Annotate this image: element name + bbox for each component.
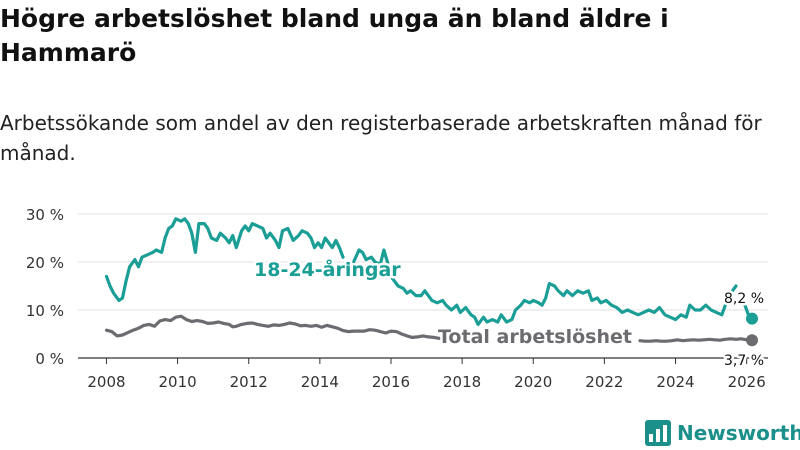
series-line-total [104,314,446,341]
x-tick-label: 2016 [372,373,410,391]
x-tick-label: 2012 [230,373,268,391]
x-tick-label: 2022 [585,373,623,391]
chart-subtitle: Arbetssökande som andel av den registerb… [0,111,762,165]
bar-chart-logo-icon [645,420,671,446]
series-label-young: 18-24-åringar [254,257,401,281]
y-tick-label: 30 % [26,206,64,224]
x-tick-label: 2014 [301,373,339,391]
series-lines [104,217,758,347]
y-tick-label: 10 % [26,302,64,320]
series-end-point-total [745,334,758,347]
series-line-total [638,337,754,343]
gridlines [78,213,768,359]
brand-name: Newsworthy [677,421,800,445]
series-label-total: Total arbetslöshet [438,326,632,348]
y-axis-ticks: 0 % 10 % 20 % 30 % [26,206,64,368]
x-tick-label: 2020 [514,373,552,391]
y-tick-label: 0 % [35,350,64,368]
end-value-label-total: 3,7 % [724,353,764,369]
chart-title: Högre arbetslöshet bland unga än bland ä… [0,4,669,67]
end-value-label-young: 8,2 % [724,291,764,307]
x-tick-label: 2018 [443,373,481,391]
x-tick-label: 2024 [656,373,694,391]
series-line-young [104,217,345,302]
x-tick-label: 2026 [728,373,766,391]
series-line-young [352,248,738,326]
x-tick-label: 2008 [87,373,125,391]
series-end-point-young [745,312,758,325]
x-axis-ticks: 2008 2010 2012 2014 2016 2018 2020 2022 2024 2026 [87,358,766,391]
series-labels: 18-24-åringar Total arbetslöshet 8,2 % 3,7 … [252,255,767,372]
newsworthy-logo[interactable]: Newsworthy [645,420,800,446]
y-tick-label: 20 % [26,254,64,272]
x-tick-label: 2010 [158,373,196,391]
